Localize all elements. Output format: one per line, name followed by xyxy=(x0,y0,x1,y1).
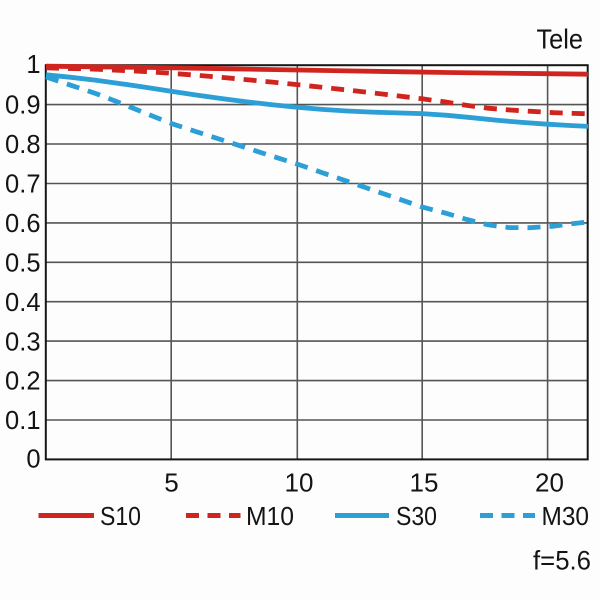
svg-text:5: 5 xyxy=(164,468,178,498)
svg-text:M10: M10 xyxy=(246,501,294,531)
svg-text:M30: M30 xyxy=(542,501,590,531)
svg-text:Tele: Tele xyxy=(537,23,584,54)
svg-text:0.2: 0.2 xyxy=(5,368,40,396)
svg-text:0: 0 xyxy=(26,446,40,474)
svg-text:1: 1 xyxy=(26,51,40,79)
svg-text:S30: S30 xyxy=(396,501,437,531)
svg-text:0.9: 0.9 xyxy=(5,92,40,120)
svg-text:0.8: 0.8 xyxy=(5,131,40,159)
svg-text:S10: S10 xyxy=(100,501,141,531)
svg-text:20: 20 xyxy=(535,468,564,498)
svg-text:0.1: 0.1 xyxy=(5,407,40,435)
svg-text:0.6: 0.6 xyxy=(5,210,40,238)
svg-text:0.5: 0.5 xyxy=(5,249,40,277)
svg-text:f=5.6: f=5.6 xyxy=(533,546,591,576)
svg-text:0.7: 0.7 xyxy=(5,171,40,199)
svg-text:15: 15 xyxy=(410,468,439,498)
svg-text:0.3: 0.3 xyxy=(5,328,40,356)
svg-text:0.4: 0.4 xyxy=(5,289,40,317)
svg-text:10: 10 xyxy=(285,468,314,498)
